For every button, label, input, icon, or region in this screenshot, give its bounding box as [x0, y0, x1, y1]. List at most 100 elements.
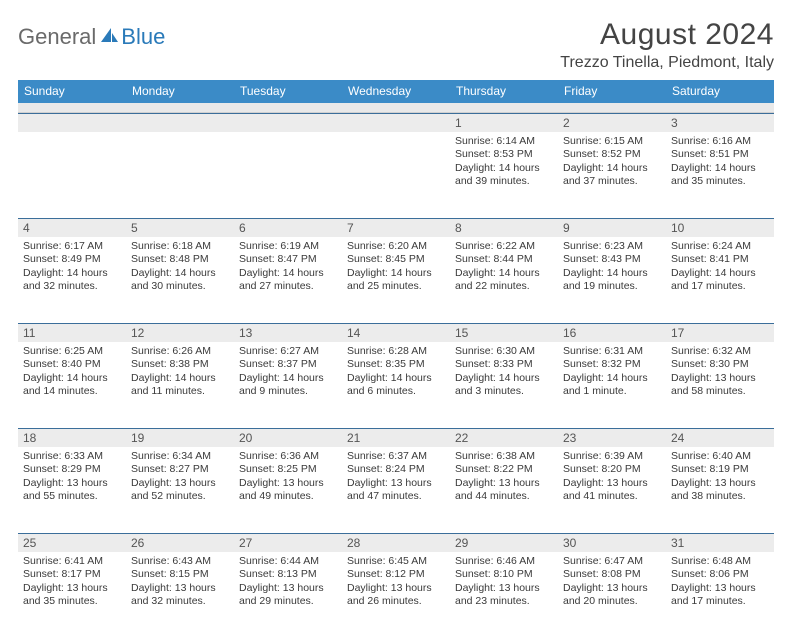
sunset-text: Sunset: 8:52 PM	[563, 148, 660, 161]
daylight-text: Daylight: 14 hours and 6 minutes.	[347, 372, 444, 399]
day-cell: Sunrise: 6:44 AMSunset: 8:13 PMDaylight:…	[234, 552, 342, 638]
day-info: Sunrise: 6:14 AMSunset: 8:53 PMDaylight:…	[455, 135, 552, 189]
sunrise-text: Sunrise: 6:36 AM	[239, 450, 336, 463]
day-info: Sunrise: 6:40 AMSunset: 8:19 PMDaylight:…	[671, 450, 768, 504]
week-row: Sunrise: 6:14 AMSunset: 8:53 PMDaylight:…	[18, 132, 774, 218]
sunset-text: Sunset: 8:27 PM	[131, 463, 228, 476]
day-number: 14	[342, 324, 450, 342]
sunrise-text: Sunrise: 6:24 AM	[671, 240, 768, 253]
day-number: 23	[558, 429, 666, 447]
day-cell: Sunrise: 6:47 AMSunset: 8:08 PMDaylight:…	[558, 552, 666, 638]
sunset-text: Sunset: 8:33 PM	[455, 358, 552, 371]
day-number: 10	[666, 219, 774, 237]
day-cell: Sunrise: 6:23 AMSunset: 8:43 PMDaylight:…	[558, 237, 666, 323]
day-number: 24	[666, 429, 774, 447]
day-number: 22	[450, 429, 558, 447]
daylight-text: Daylight: 13 hours and 52 minutes.	[131, 477, 228, 504]
weekday-fri: Friday	[558, 80, 666, 103]
day-info: Sunrise: 6:38 AMSunset: 8:22 PMDaylight:…	[455, 450, 552, 504]
day-info: Sunrise: 6:44 AMSunset: 8:13 PMDaylight:…	[239, 555, 336, 609]
location: Trezzo Tinella, Piedmont, Italy	[560, 54, 774, 72]
day-number: 13	[234, 324, 342, 342]
day-cell: Sunrise: 6:34 AMSunset: 8:27 PMDaylight:…	[126, 447, 234, 533]
header: General Blue August 2024 Trezzo Tinella,…	[18, 18, 774, 72]
day-cell: Sunrise: 6:39 AMSunset: 8:20 PMDaylight:…	[558, 447, 666, 533]
day-info: Sunrise: 6:16 AMSunset: 8:51 PMDaylight:…	[671, 135, 768, 189]
sunset-text: Sunset: 8:12 PM	[347, 568, 444, 581]
day-number: 12	[126, 324, 234, 342]
daylight-text: Daylight: 13 hours and 26 minutes.	[347, 582, 444, 609]
daylight-text: Daylight: 14 hours and 35 minutes.	[671, 162, 768, 189]
logo: General Blue	[18, 18, 165, 50]
sunset-text: Sunset: 8:24 PM	[347, 463, 444, 476]
day-cell: Sunrise: 6:48 AMSunset: 8:06 PMDaylight:…	[666, 552, 774, 638]
sunrise-text: Sunrise: 6:15 AM	[563, 135, 660, 148]
day-number: 26	[126, 534, 234, 552]
day-info: Sunrise: 6:46 AMSunset: 8:10 PMDaylight:…	[455, 555, 552, 609]
weekday-thu: Thursday	[450, 80, 558, 103]
daynum-row: 123	[18, 113, 774, 132]
day-cell: Sunrise: 6:22 AMSunset: 8:44 PMDaylight:…	[450, 237, 558, 323]
day-number: 5	[126, 219, 234, 237]
day-number: 16	[558, 324, 666, 342]
sunrise-text: Sunrise: 6:22 AM	[455, 240, 552, 253]
sunrise-text: Sunrise: 6:26 AM	[131, 345, 228, 358]
page: General Blue August 2024 Trezzo Tinella,…	[0, 0, 792, 638]
day-number	[342, 114, 450, 132]
sunrise-text: Sunrise: 6:47 AM	[563, 555, 660, 568]
sunset-text: Sunset: 8:47 PM	[239, 253, 336, 266]
sunset-text: Sunset: 8:43 PM	[563, 253, 660, 266]
sunset-text: Sunset: 8:30 PM	[671, 358, 768, 371]
sunrise-text: Sunrise: 6:45 AM	[347, 555, 444, 568]
day-info: Sunrise: 6:22 AMSunset: 8:44 PMDaylight:…	[455, 240, 552, 294]
sunrise-text: Sunrise: 6:46 AM	[455, 555, 552, 568]
sunrise-text: Sunrise: 6:27 AM	[239, 345, 336, 358]
sunrise-text: Sunrise: 6:16 AM	[671, 135, 768, 148]
day-cell: Sunrise: 6:45 AMSunset: 8:12 PMDaylight:…	[342, 552, 450, 638]
day-number: 21	[342, 429, 450, 447]
sunrise-text: Sunrise: 6:34 AM	[131, 450, 228, 463]
day-cell: Sunrise: 6:26 AMSunset: 8:38 PMDaylight:…	[126, 342, 234, 428]
day-number: 27	[234, 534, 342, 552]
page-title: August 2024	[560, 18, 774, 52]
day-info: Sunrise: 6:36 AMSunset: 8:25 PMDaylight:…	[239, 450, 336, 504]
sunrise-text: Sunrise: 6:48 AM	[671, 555, 768, 568]
daylight-text: Daylight: 13 hours and 49 minutes.	[239, 477, 336, 504]
sunrise-text: Sunrise: 6:33 AM	[23, 450, 120, 463]
sunrise-text: Sunrise: 6:31 AM	[563, 345, 660, 358]
day-cell: Sunrise: 6:31 AMSunset: 8:32 PMDaylight:…	[558, 342, 666, 428]
day-cell: Sunrise: 6:14 AMSunset: 8:53 PMDaylight:…	[450, 132, 558, 218]
sunset-text: Sunset: 8:38 PM	[131, 358, 228, 371]
day-number: 25	[18, 534, 126, 552]
day-info: Sunrise: 6:18 AMSunset: 8:48 PMDaylight:…	[131, 240, 228, 294]
day-info: Sunrise: 6:37 AMSunset: 8:24 PMDaylight:…	[347, 450, 444, 504]
day-info: Sunrise: 6:23 AMSunset: 8:43 PMDaylight:…	[563, 240, 660, 294]
week-row: Sunrise: 6:17 AMSunset: 8:49 PMDaylight:…	[18, 237, 774, 323]
day-info: Sunrise: 6:31 AMSunset: 8:32 PMDaylight:…	[563, 345, 660, 399]
title-block: August 2024 Trezzo Tinella, Piedmont, It…	[560, 18, 774, 72]
daynum-row: 18192021222324	[18, 428, 774, 447]
daylight-text: Daylight: 13 hours and 17 minutes.	[671, 582, 768, 609]
daylight-text: Daylight: 14 hours and 9 minutes.	[239, 372, 336, 399]
daylight-text: Daylight: 14 hours and 30 minutes.	[131, 267, 228, 294]
day-number: 4	[18, 219, 126, 237]
sunset-text: Sunset: 8:45 PM	[347, 253, 444, 266]
day-cell: Sunrise: 6:19 AMSunset: 8:47 PMDaylight:…	[234, 237, 342, 323]
day-info: Sunrise: 6:33 AMSunset: 8:29 PMDaylight:…	[23, 450, 120, 504]
sunset-text: Sunset: 8:44 PM	[455, 253, 552, 266]
sunset-text: Sunset: 8:49 PM	[23, 253, 120, 266]
day-cell: Sunrise: 6:46 AMSunset: 8:10 PMDaylight:…	[450, 552, 558, 638]
day-cell: Sunrise: 6:24 AMSunset: 8:41 PMDaylight:…	[666, 237, 774, 323]
sunset-text: Sunset: 8:25 PM	[239, 463, 336, 476]
day-number: 18	[18, 429, 126, 447]
sunrise-text: Sunrise: 6:40 AM	[671, 450, 768, 463]
week-row: Sunrise: 6:41 AMSunset: 8:17 PMDaylight:…	[18, 552, 774, 638]
sunrise-text: Sunrise: 6:32 AM	[671, 345, 768, 358]
daylight-text: Daylight: 13 hours and 41 minutes.	[563, 477, 660, 504]
sunset-text: Sunset: 8:10 PM	[455, 568, 552, 581]
daylight-text: Daylight: 13 hours and 35 minutes.	[23, 582, 120, 609]
sunset-text: Sunset: 8:06 PM	[671, 568, 768, 581]
daylight-text: Daylight: 14 hours and 14 minutes.	[23, 372, 120, 399]
week-row: Sunrise: 6:25 AMSunset: 8:40 PMDaylight:…	[18, 342, 774, 428]
daynum-row: 25262728293031	[18, 533, 774, 552]
